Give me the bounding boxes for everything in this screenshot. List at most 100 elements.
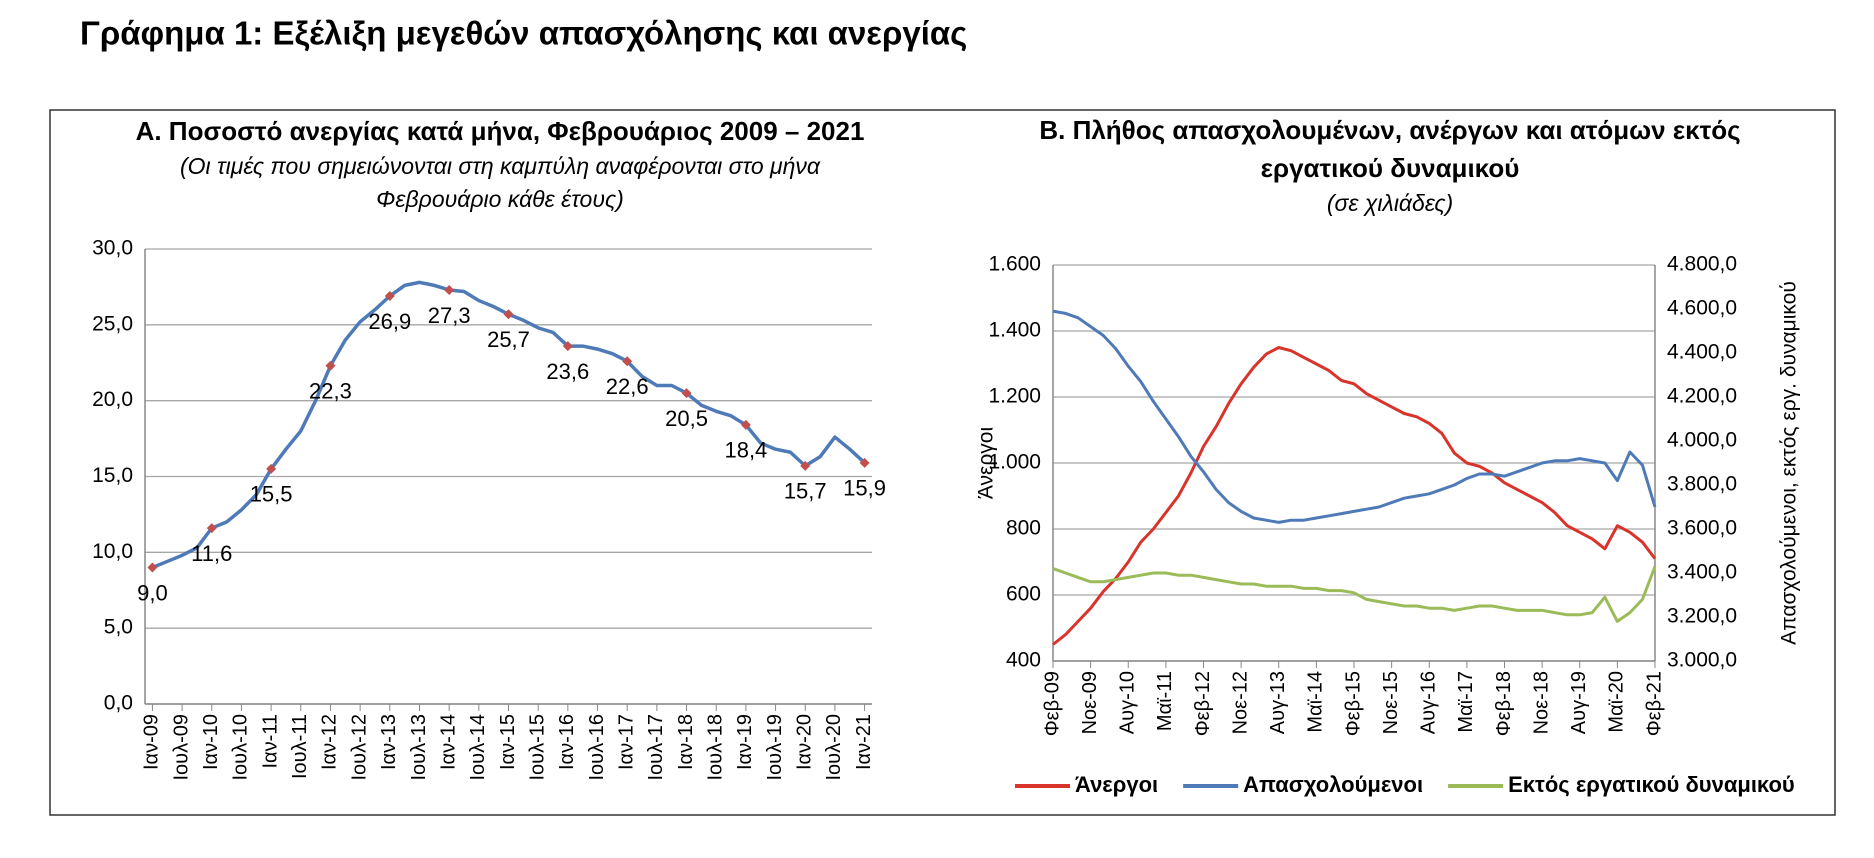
x-tick-label: Ιουλ-19	[764, 714, 786, 781]
y-tick-label: 800	[1006, 517, 1041, 540]
x-tick-label: Μαϊ-11	[1154, 671, 1176, 731]
data-label: 11,6	[191, 541, 232, 566]
x-tick-label: Αυγ-19	[1568, 671, 1590, 734]
y-tick-label: 10,0	[92, 540, 133, 563]
x-tick-label: Νοε-12	[1229, 671, 1251, 734]
data-label: 25,7	[487, 327, 530, 352]
x-tick-label: Ιαν-20	[794, 714, 816, 770]
marker	[800, 460, 811, 471]
data-label: 26,9	[368, 309, 411, 334]
marker	[562, 341, 573, 352]
y2-tick-label: 4.200,0	[1667, 385, 1737, 408]
title: εργατικού δυναμικού	[1261, 153, 1520, 183]
x-tick-label: Ιαν-16	[556, 714, 578, 770]
x-tick-label: Ιουλ-17	[645, 714, 667, 781]
title: Φεβρουάριο κάθε έτους)	[376, 186, 624, 212]
x-tick-label: Ιαν-21	[853, 714, 875, 770]
title: (σε χιλιάδες)	[1327, 190, 1453, 216]
x-tick-label: Ιουλ-12	[348, 714, 370, 781]
x-tick-label: Ιουλ-09	[170, 714, 192, 781]
marker	[859, 457, 870, 468]
y-tick-label: 5,0	[104, 616, 133, 639]
x-tick-label: Ιουλ-13	[408, 714, 430, 781]
x-tick-label: Νοε-09	[1079, 671, 1101, 734]
x-tick-label: Μαϊ-14	[1305, 671, 1327, 733]
marker	[384, 291, 395, 302]
x-tick-label: Φεβ-18	[1493, 671, 1515, 736]
legend-label: Απασχολούμενοι	[1243, 772, 1423, 797]
legend-label: Εκτός εργατικού δυναμικού	[1508, 772, 1795, 797]
y2-tick-label: 4.000,0	[1667, 429, 1737, 452]
y2-tick-label: 3.600,0	[1667, 517, 1737, 540]
x-tick-label: Αυγ-10	[1117, 671, 1139, 734]
data-label: 23,6	[546, 359, 589, 384]
x-tick-label: Ιουλ-14	[467, 714, 489, 781]
x-tick-label: Νοε-15	[1380, 671, 1402, 734]
x-tick-label: Φεβ-09	[1041, 671, 1063, 736]
y2-tick-label: 3.000,0	[1667, 649, 1737, 672]
line	[1052, 346, 1657, 646]
y2-tick-label: 3.200,0	[1667, 605, 1737, 628]
x-tick-label: Ιαν-11	[259, 714, 281, 769]
line	[1052, 565, 1657, 623]
data-label: 9,0	[137, 580, 168, 605]
y2-tick-label: 4.800,0	[1667, 253, 1737, 276]
y-tick-label: 1.200	[988, 385, 1041, 408]
x-tick-label: Ιουλ-18	[704, 714, 726, 781]
title: (Οι τιμές που σημειώνονται στη καμπύλη α…	[180, 153, 821, 179]
title: Β. Πλήθος απασχολουμένων, ανέργων και ατ…	[1039, 115, 1740, 145]
x-tick-label: Αυγ-16	[1418, 671, 1440, 734]
x-tick-label: Ιουλ-10	[230, 714, 252, 781]
data-label: 15,5	[250, 482, 293, 507]
y-axis-title: Άνεργοι	[975, 427, 998, 500]
x-tick-label: Ιαν-17	[615, 714, 637, 770]
x-tick-label: Μαϊ-17	[1455, 671, 1477, 733]
marker	[325, 360, 336, 371]
x-tick-label: Νοε-18	[1530, 671, 1552, 734]
marker	[681, 388, 692, 399]
line	[1052, 309, 1657, 524]
x-tick-label: Αυγ-13	[1267, 671, 1289, 734]
y-tick-label: 20,0	[92, 388, 133, 411]
y-tick-label: 0,0	[104, 692, 133, 715]
y2-tick-label: 3.400,0	[1667, 561, 1737, 584]
marker	[444, 284, 455, 295]
x-tick-label: Ιουλ-15	[526, 714, 548, 781]
data-label: 22,6	[606, 374, 649, 399]
y-tick-label: 25,0	[92, 312, 133, 335]
data-label: 20,5	[665, 406, 708, 431]
x-tick-label: Ιαν-18	[675, 714, 697, 770]
y-tick-label: 400	[1006, 649, 1041, 672]
y-tick-label: 1.400	[988, 319, 1041, 342]
marker	[266, 463, 277, 474]
x-tick-label: Ιαν-10	[200, 714, 222, 770]
x-tick-label: Ιουλ-11	[289, 714, 311, 779]
y-tick-label: 30,0	[92, 237, 133, 260]
x-tick-label: Φεβ-12	[1192, 671, 1214, 736]
x-tick-label: Ιαν-14	[437, 714, 459, 770]
y2-axis-title: Απασχολούμενοι, εκτός εργ. δυναμικού	[1778, 281, 1801, 645]
marker	[740, 419, 751, 430]
data-label: 22,3	[309, 379, 352, 404]
y-tick-label: 1.600	[988, 253, 1041, 276]
y-tick-label: 15,0	[92, 464, 133, 487]
x-tick-label: Ιαν-15	[497, 714, 519, 770]
marker	[147, 562, 158, 573]
y2-tick-label: 4.400,0	[1667, 341, 1737, 364]
data-label: 18,4	[724, 438, 767, 463]
x-tick-label: Ιαν-12	[319, 714, 341, 770]
x-tick-label: Μαϊ-20	[1606, 671, 1628, 733]
y2-tick-label: 4.600,0	[1667, 297, 1737, 320]
x-tick-label: Φεβ-21	[1643, 671, 1665, 736]
y2-tick-label: 3.800,0	[1667, 473, 1737, 496]
data-label: 15,7	[784, 479, 827, 504]
x-tick-label: Ιαν-19	[734, 714, 756, 770]
x-tick-label: Ιαν-09	[141, 714, 163, 770]
x-tick-label: Φεβ-15	[1342, 671, 1364, 736]
y-tick-label: 600	[1006, 583, 1041, 606]
x-tick-label: Ιουλ-16	[586, 714, 608, 781]
page-title: Γράφημα 1: Εξέλιξη μεγεθών απασχόλησης κ…	[80, 15, 967, 52]
x-tick-label: Ιουλ-20	[823, 714, 845, 781]
data-label: 15,9	[843, 476, 886, 501]
